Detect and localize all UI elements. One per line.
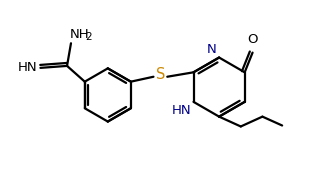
Text: N: N <box>206 43 216 56</box>
Text: O: O <box>247 33 258 46</box>
Text: 2: 2 <box>85 32 92 42</box>
Text: HN: HN <box>18 61 37 74</box>
Text: NH: NH <box>70 28 90 41</box>
Text: HN: HN <box>172 104 192 117</box>
Text: S: S <box>156 67 165 82</box>
